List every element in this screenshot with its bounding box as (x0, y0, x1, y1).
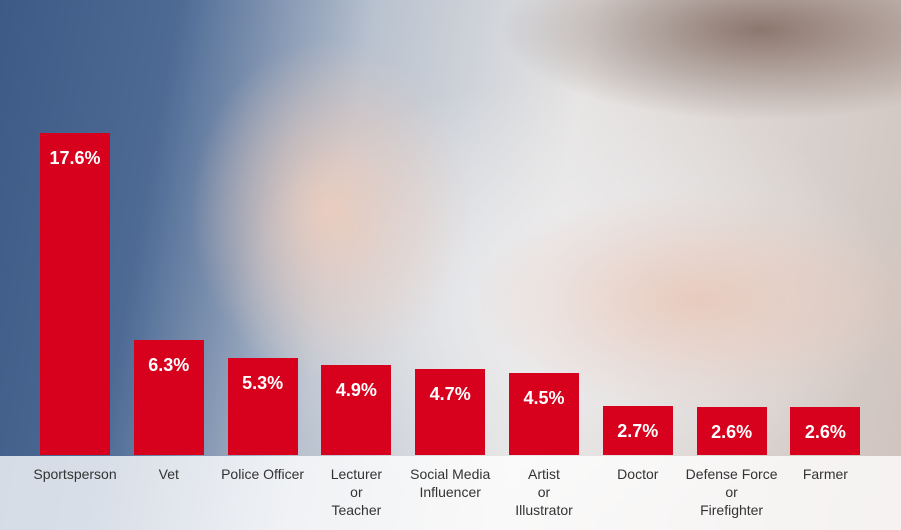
value-label: 17.6% (49, 148, 101, 168)
value-label: 6.3% (148, 354, 190, 375)
x-tick-label: Farmer (802, 466, 848, 482)
bar (133, 339, 204, 455)
bar (40, 133, 110, 455)
value-label: 4.5% (523, 387, 565, 408)
bar (696, 407, 767, 455)
value-label: 4.7% (429, 384, 471, 404)
bar (602, 405, 673, 455)
value-label: 4.9% (335, 380, 377, 401)
bar (790, 407, 861, 455)
bar (227, 358, 298, 455)
bar (415, 369, 486, 455)
x-tick-label: Sportsperson (33, 466, 117, 482)
bar (509, 372, 579, 455)
x-tick-label: Vet (158, 466, 179, 482)
value-label: 2.6% (711, 422, 753, 443)
x-tick-label: Social Media Influencer (410, 466, 491, 500)
x-tick-label: Defense Force or Firefighter (685, 466, 778, 518)
label-band (0, 456, 901, 530)
value-label: 2.7% (617, 420, 659, 441)
x-tick-label: Doctor (617, 466, 659, 482)
value-label: 5.3% (242, 373, 284, 394)
x-tick-label: Artist or Illustrator (515, 466, 573, 518)
value-label: 2.6% (804, 422, 846, 443)
bar (321, 365, 392, 455)
x-tick-label: Lecturer or Teacher (330, 466, 383, 518)
x-tick-label: Police Officer (221, 466, 305, 482)
